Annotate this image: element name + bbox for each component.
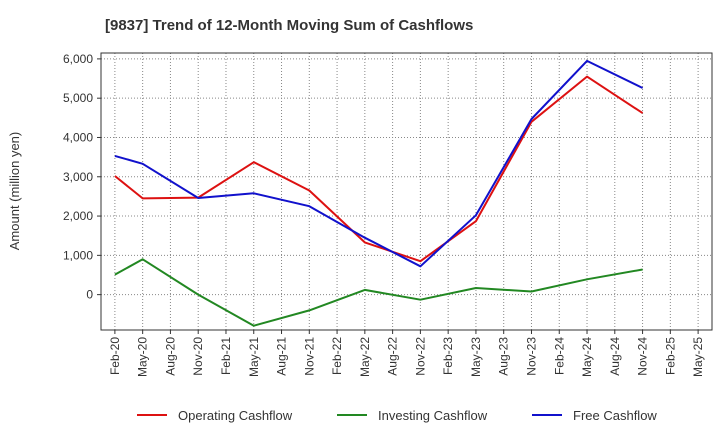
x-tick-label: Aug-23 [497, 337, 511, 376]
x-tick-label: May-22 [358, 337, 372, 377]
x-tick-labels: Feb-20 May-20 Aug-20 Nov-20 Feb-21 May-21 Aug-… [108, 330, 705, 377]
series-lines [114, 59, 644, 327]
x-tick-label: Nov-22 [413, 337, 427, 376]
x-tick-label: Feb-21 [219, 337, 233, 375]
x-tick-label: May-20 [136, 337, 150, 377]
y-tick-label: 0 [86, 288, 93, 302]
x-tick-label: Feb-23 [441, 337, 455, 375]
x-tick-label: Feb-24 [552, 337, 566, 375]
series-line [114, 59, 644, 268]
x-tick-label: Nov-21 [302, 337, 316, 376]
x-tick-label: Nov-23 [524, 337, 538, 376]
plot-frame [100, 52, 713, 331]
series-line [114, 75, 644, 263]
x-tick-label: Feb-22 [330, 337, 344, 375]
legend-label: Free Cashflow [573, 408, 657, 423]
legend-label: Investing Cashflow [378, 408, 488, 423]
y-tick-labels: 0 1,000 2,000 3,000 4,000 5,000 6,000 [63, 52, 101, 302]
x-tick-label: Feb-20 [108, 337, 122, 375]
x-tick-label: May-25 [691, 337, 705, 377]
x-tick-label: Nov-20 [191, 337, 205, 376]
x-tick-label: Aug-22 [386, 337, 400, 376]
x-tick-label: May-21 [247, 337, 261, 377]
x-tick-label: May-23 [469, 337, 483, 377]
y-tick-label: 5,000 [63, 91, 93, 105]
series-line [114, 258, 643, 327]
y-tick-label: 4,000 [63, 130, 93, 144]
grid [101, 53, 712, 330]
chart-title: [9837] Trend of 12-Month Moving Sum of C… [105, 17, 473, 34]
x-tick-label: Nov-24 [636, 337, 650, 376]
x-tick-label: Aug-24 [608, 337, 622, 376]
y-axis-label: Amount (million yen) [7, 132, 22, 251]
x-tick-label: May-24 [580, 337, 594, 377]
x-tick-label: Feb-25 [663, 337, 677, 375]
legend: Operating Cashflow Investing Cashflow Free… [137, 408, 657, 423]
y-tick-label: 6,000 [63, 52, 93, 66]
y-tick-label: 1,000 [63, 248, 93, 262]
x-tick-label: Aug-20 [163, 337, 177, 376]
x-tick-label: Aug-21 [275, 337, 289, 376]
y-tick-label: 3,000 [63, 170, 93, 184]
y-tick-label: 2,000 [63, 209, 93, 223]
legend-label: Operating Cashflow [178, 408, 293, 423]
